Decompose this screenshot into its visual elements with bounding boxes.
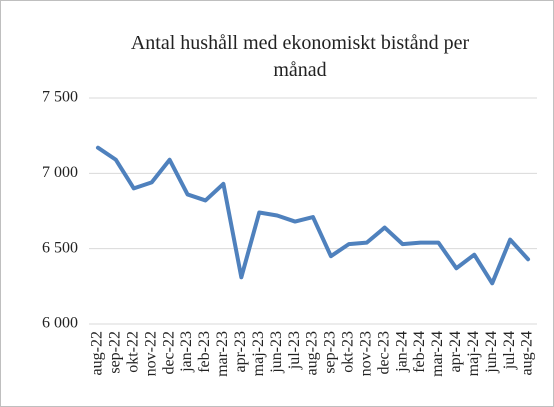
y-tick-label: 6 500: [42, 239, 78, 256]
x-tick-label: okt-22: [124, 331, 141, 373]
x-tick-label: aug-22: [89, 331, 106, 375]
x-tick-label: mar-24: [429, 331, 446, 377]
x-tick-label: dec-22: [160, 331, 177, 375]
x-tick-label: nov-22: [142, 331, 159, 376]
data-line: [95, 145, 531, 286]
x-tick-label: sep-23: [322, 331, 339, 374]
y-tick-label: 6 000: [42, 315, 78, 332]
y-tick-label: 7 000: [42, 164, 78, 181]
x-tick-label: feb-23: [196, 331, 213, 373]
x-tick-label: nov-23: [357, 331, 374, 376]
x-tick-label: jul-24: [501, 331, 518, 370]
x-tick-label: jun-23: [268, 331, 285, 374]
chart-title: Antal hushåll med ekonomiskt bistånd per…: [130, 32, 470, 81]
x-tick-label: maj-23: [250, 331, 267, 376]
x-tick-label: jul-23: [286, 331, 303, 370]
x-tick-label: jan-24: [393, 331, 410, 373]
x-tick-label: okt-23: [340, 331, 357, 373]
x-tick-label: mar-23: [214, 331, 231, 377]
x-tick-label: apr-23: [232, 331, 249, 372]
x-tick-label: jun-24: [483, 331, 500, 374]
x-tick-label: dec-23: [375, 331, 392, 375]
x-tick-label: apr-24: [447, 331, 464, 372]
x-tick-label: jan-23: [178, 331, 195, 373]
x-tick-label: feb-24: [411, 331, 428, 373]
x-tick-label: sep-22: [107, 331, 124, 374]
y-tick-label: 7 500: [42, 89, 78, 106]
x-tick-label: maj-24: [465, 331, 482, 376]
x-tick-label: aug-24: [519, 331, 536, 375]
x-tick-label: aug-23: [304, 331, 321, 375]
